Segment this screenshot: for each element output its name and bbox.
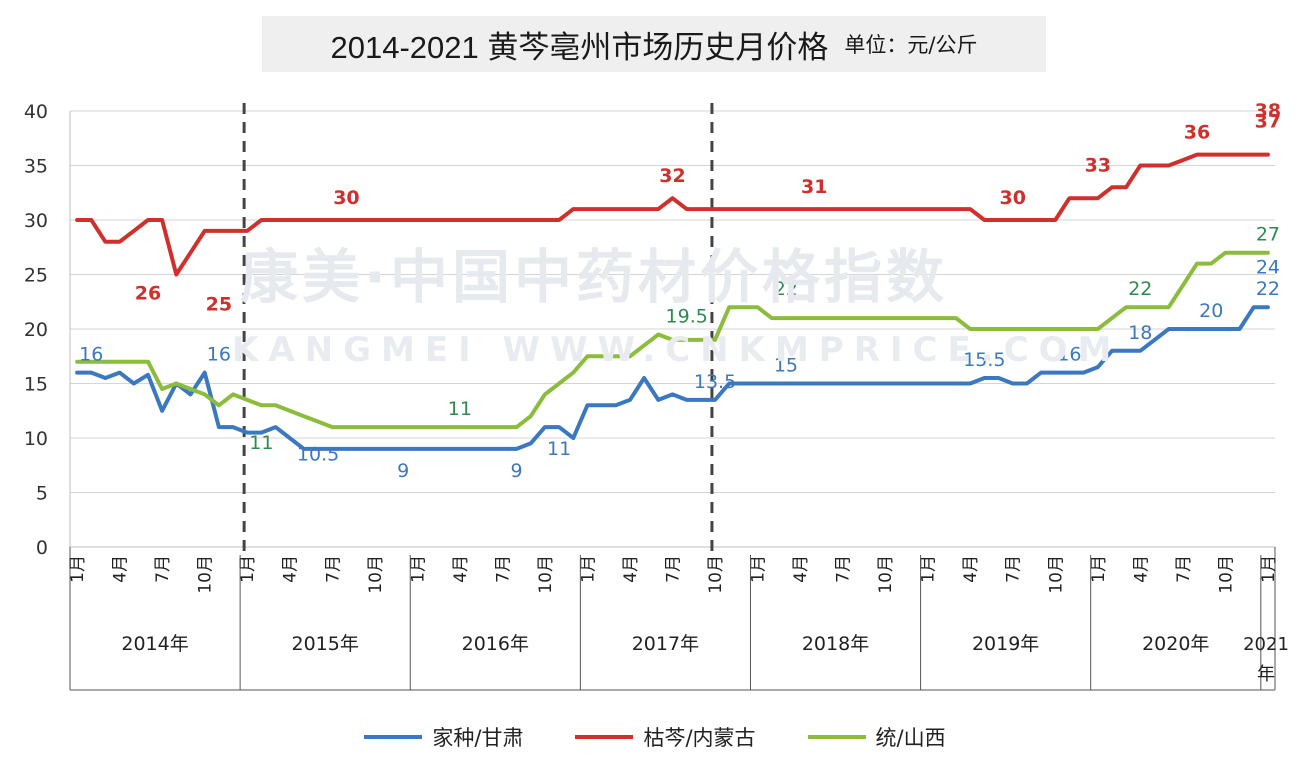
legend-item-jiazhong: 家种/甘肃 xyxy=(364,722,523,752)
x-tick-label: 4月 xyxy=(1131,555,1151,583)
x-tick-label: 10月 xyxy=(536,555,556,594)
x-tick-label: 7月 xyxy=(1174,555,1194,583)
legend: 家种/甘肃 枯芩/内蒙古 统/山西 xyxy=(0,722,1310,752)
data-label: 13.5 xyxy=(694,371,736,393)
axes: 0 5 10 15 20 25 30 35 40 1月 4月 7月 10月 1月 4月 7月 10月 1月 4月 7月… xyxy=(24,101,1289,691)
x-tick-label: 1月 xyxy=(238,555,258,583)
data-label: 18 xyxy=(1128,322,1152,344)
data-label: 32 xyxy=(659,165,685,187)
data-label: 22 xyxy=(1128,278,1152,300)
x-tick-label: 4月 xyxy=(791,555,811,583)
data-label: 24 xyxy=(1256,256,1280,278)
data-label: 36 xyxy=(1184,122,1210,144)
x-tick-label: 4月 xyxy=(961,555,981,583)
y-tick-label: 15 xyxy=(24,374,48,396)
legend-label: 统/山西 xyxy=(875,726,946,750)
data-label: 19.5 xyxy=(666,305,708,327)
y-tick-label: 40 xyxy=(24,101,48,123)
x-tick-label: 7月 xyxy=(1004,555,1024,583)
data-label: 15.5 xyxy=(963,349,1005,371)
data-label: 9 xyxy=(511,460,523,482)
year-label: 2021 xyxy=(1243,634,1289,655)
y-tick-label: 25 xyxy=(24,265,48,287)
year-label-suffix: 年 xyxy=(1257,664,1275,685)
data-label: 11 xyxy=(547,438,571,460)
data-label: 11 xyxy=(448,398,472,420)
year-label: 2016年 xyxy=(462,633,529,655)
x-tick-label: 10月 xyxy=(1216,555,1236,594)
legend-item-kuqin: 枯芩/内蒙古 xyxy=(575,722,756,752)
year-label: 2015年 xyxy=(291,633,358,655)
watermark-sub: KANGMEI WWW.CNKMPRICE.COM xyxy=(232,330,1122,370)
legend-item-tong: 统/山西 xyxy=(807,722,946,752)
y-tick-label: 30 xyxy=(24,210,48,232)
legend-label: 枯芩/内蒙古 xyxy=(643,726,756,750)
x-tick-label: 1月 xyxy=(1089,555,1109,583)
chart-title: 2014-2021 黄芩亳州市场历史月价格 xyxy=(330,29,829,65)
data-label: 30 xyxy=(333,187,359,209)
y-tick-label: 5 xyxy=(36,483,48,505)
data-label: 16 xyxy=(207,344,231,366)
x-tick-label: 7月 xyxy=(153,555,173,583)
x-tick-label: 4月 xyxy=(621,555,641,583)
x-tick-label: 4月 xyxy=(281,555,301,583)
x-tick-label: 10月 xyxy=(196,555,216,594)
data-label: 26 xyxy=(135,283,161,305)
x-tick-label: 7月 xyxy=(834,555,854,583)
data-label: 37 xyxy=(1255,111,1281,133)
year-label: 2017年 xyxy=(632,633,699,655)
watermark: 康美·中国中药材价格指数 xyxy=(240,243,949,311)
x-tick-label: 7月 xyxy=(493,555,513,583)
series-lines xyxy=(75,152,1270,451)
data-label: 16 xyxy=(1057,344,1081,366)
x-tick-label: 4月 xyxy=(111,555,131,583)
x-tick-label: 4月 xyxy=(451,555,471,583)
x-tick-label: 1月 xyxy=(68,555,88,583)
x-tick-label: 7月 xyxy=(664,555,684,583)
data-label: 11 xyxy=(249,432,273,454)
x-tick-label: 7月 xyxy=(323,555,343,583)
data-label: 25 xyxy=(206,294,232,316)
data-label: 22 xyxy=(774,278,798,300)
chart-unit: 单位：元/公斤 xyxy=(844,33,978,57)
data-label: 10.5 xyxy=(297,444,339,466)
year-label: 2014年 xyxy=(121,633,188,655)
data-label: 20 xyxy=(1199,300,1223,322)
data-label: 16 xyxy=(79,344,103,366)
x-tick-label: 1月 xyxy=(578,555,598,583)
y-tick-label: 35 xyxy=(24,156,48,178)
data-label: 30 xyxy=(1000,187,1026,209)
data-label: 9 xyxy=(397,460,409,482)
data-label: 15 xyxy=(774,355,798,377)
x-tick-label: 1月 xyxy=(1259,555,1279,583)
x-tick-label: 10月 xyxy=(706,555,726,594)
x-tick-label: 10月 xyxy=(366,555,386,594)
legend-swatch xyxy=(807,735,866,739)
x-tick-label: 1月 xyxy=(408,555,428,583)
y-tick-label: 0 xyxy=(36,537,48,559)
series-line-2 xyxy=(75,250,1270,430)
x-tick-label: 1月 xyxy=(749,555,769,583)
series-line-1 xyxy=(75,152,1270,277)
data-label: 27 xyxy=(1256,224,1280,246)
y-tick-label: 20 xyxy=(24,319,48,341)
x-tick-label: 1月 xyxy=(919,555,939,583)
legend-swatch xyxy=(364,735,423,739)
legend-label: 家种/甘肃 xyxy=(432,726,524,750)
year-label: 2019年 xyxy=(972,633,1039,655)
series-line-0 xyxy=(75,305,1270,451)
x-tick-label: 10月 xyxy=(876,555,896,594)
y-tick-label: 10 xyxy=(24,428,48,450)
year-label: 2020年 xyxy=(1142,633,1209,655)
year-label: 2018年 xyxy=(802,633,869,655)
data-label: 33 xyxy=(1085,154,1111,176)
title-box: 2014-2021 黄芩亳州市场历史月价格 单位：元/公斤 xyxy=(262,16,1046,72)
data-label: 31 xyxy=(801,176,827,198)
data-label: 22 xyxy=(1256,278,1280,300)
x-tick-label: 10月 xyxy=(1046,555,1066,594)
legend-swatch xyxy=(575,735,634,739)
data-label: 38 xyxy=(1255,100,1281,122)
